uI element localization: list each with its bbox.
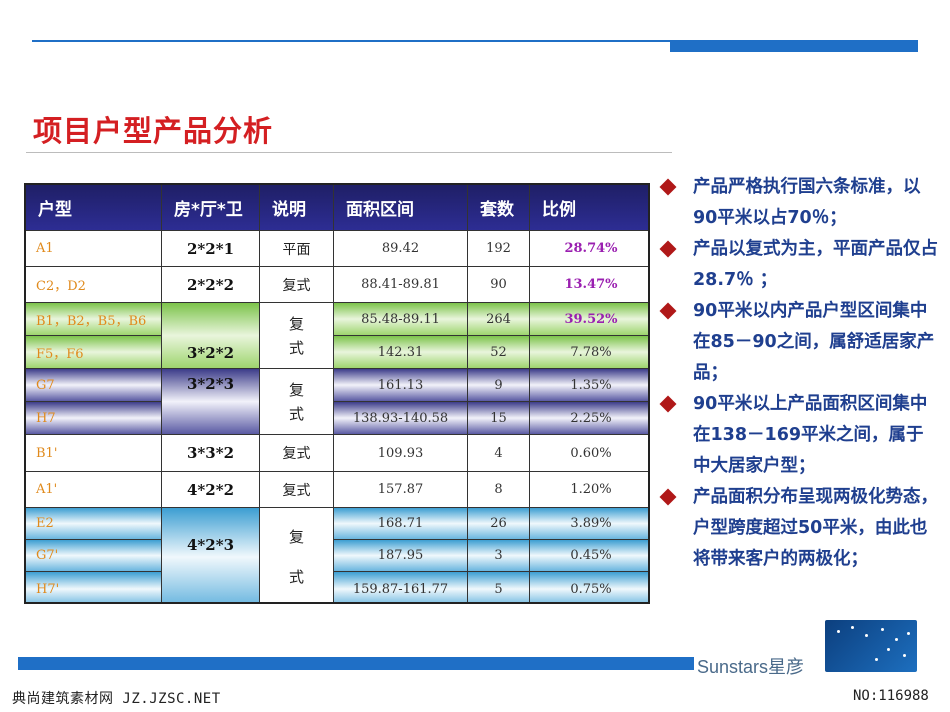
cell-ratio: 0.60% (530, 435, 648, 472)
cell-count: 15 (468, 402, 530, 435)
cell-type: A1 (26, 231, 162, 267)
cell-area: 88.41-89.81 (334, 267, 468, 303)
cell-desc: 复式 (260, 267, 334, 303)
header-area: 面积区间 (334, 185, 468, 231)
cell-area: 187.95 (334, 540, 468, 572)
cell-count: 52 (468, 336, 530, 369)
brand-name: Sunstars星彦 (697, 657, 805, 677)
cell-layout: 2*2*1 (162, 231, 260, 267)
cell-count: 90 (468, 267, 530, 303)
bullet-text: 产品严格执行国六条标准，以90平米以占70％； (693, 177, 921, 228)
cell-area: 138.93-140.58 (334, 402, 468, 435)
star-logo-icon (825, 620, 917, 672)
header-desc: 说明 (260, 185, 334, 231)
desc-top-char: 复 (288, 314, 304, 333)
cell-count: 8 (468, 472, 530, 508)
desc-top-char: 复 (288, 380, 304, 399)
bullet-text: 90平米以内产品户型区间集中在85－90之间，属舒适居家产品； (693, 301, 935, 383)
cell-desc: 复式 (260, 472, 334, 508)
cell-type: G7 (26, 369, 162, 402)
desc-bottom-char: 式 (288, 568, 304, 586)
cell-area: 161.13 (334, 369, 468, 402)
cell-count: 26 (468, 508, 530, 540)
cell-ratio: 39.52% (530, 303, 648, 336)
desc-bottom-char: 式 (288, 338, 304, 357)
bullet-item: 90平米以内产品户型区间集中在85－90之间，属舒适居家产品； (658, 296, 938, 389)
diamond-bullet-icon (659, 395, 677, 413)
cell-area: 109.93 (334, 435, 468, 472)
cell-desc-merged: 复 式 (260, 369, 334, 435)
bullet-item: 产品严格执行国六条标准，以90平米以占70％； (658, 172, 938, 234)
desc-bottom-char: 式 (288, 404, 304, 423)
cell-layout: 4*2*2 (162, 472, 260, 508)
top-accent-line (32, 40, 918, 42)
cell-type: C2，D2 (26, 267, 162, 303)
cell-area: 168.71 (334, 508, 468, 540)
desc-top-char: 复 (288, 528, 304, 546)
watermark-source: 典尚建筑素材网 JZ.JZSC.NET (12, 691, 221, 707)
top-accent-block (670, 41, 918, 52)
cell-type: E2 (26, 508, 162, 540)
diamond-bullet-icon (659, 302, 677, 320)
cell-area: 89.42 (334, 231, 468, 267)
cell-ratio: 2.25% (530, 402, 648, 435)
cell-ratio: 13.47% (530, 267, 648, 303)
diamond-bullet-icon (659, 240, 677, 258)
cell-type: H7' (26, 572, 162, 602)
bullet-item: 产品面积分布呈现两极化势态，户型跨度超过50平米，由此也将带来客户的两极化； (658, 482, 938, 575)
cell-ratio: 3.89% (530, 508, 648, 540)
cell-layout-merged: 3*2*3 (162, 369, 260, 435)
cell-count: 4 (468, 435, 530, 472)
cell-ratio: 0.45% (530, 540, 648, 572)
cell-area: 142.31 (334, 336, 468, 369)
cell-type: B1，B2，B5，B6 (26, 303, 162, 336)
cell-area: 157.87 (334, 472, 468, 508)
cell-type: F5，F6 (26, 336, 162, 369)
header-type: 户型 (26, 185, 162, 231)
header-count: 套数 (468, 185, 530, 231)
cell-count: 9 (468, 369, 530, 402)
cell-type: B1' (26, 435, 162, 472)
cell-count: 192 (468, 231, 530, 267)
cell-ratio: 1.20% (530, 472, 648, 508)
cell-type: H7 (26, 402, 162, 435)
cell-count: 264 (468, 303, 530, 336)
bullet-text: 产品面积分布呈现两极化势态，户型跨度超过50平米，由此也将带来客户的两极化； (693, 487, 938, 569)
bottom-accent-bar (18, 657, 694, 670)
cell-desc: 复式 (260, 435, 334, 472)
header-ratio: 比例 (530, 185, 648, 231)
analysis-bullets: 产品严格执行国六条标准，以90平米以占70％； 产品以复式为主，平面产品仅占28… (658, 172, 938, 575)
cell-type: G7' (26, 540, 162, 572)
cell-area: 159.87-161.77 (334, 572, 468, 602)
header-layout: 房*厅*卫 (162, 185, 260, 231)
unit-type-table: 户型 房*厅*卫 说明 面积区间 套数 比例 A1 2*2*1 平面 89.42… (24, 183, 650, 604)
diamond-bullet-icon (659, 178, 677, 196)
cell-desc-merged: 复 式 (260, 303, 334, 369)
bullet-item: 90平米以上产品面积区间集中在138－169平米之间，属于中大居家户型； (658, 389, 938, 482)
cell-ratio: 0.75% (530, 572, 648, 602)
cell-count: 3 (468, 540, 530, 572)
cell-type: A1' (26, 472, 162, 508)
cell-layout-merged: 4*2*3 (162, 508, 260, 602)
bullet-text: 90平米以上产品面积区间集中在138－169平米之间，属于中大居家户型； (693, 394, 928, 476)
cell-layout-merged: 3*2*2 (162, 303, 260, 369)
title-divider (26, 152, 672, 153)
cell-layout: 3*3*2 (162, 435, 260, 472)
bullet-item: 产品以复式为主，平面产品仅占28.7％ ； (658, 234, 938, 296)
cell-count: 5 (468, 572, 530, 602)
cell-desc: 平面 (260, 231, 334, 267)
cell-layout: 2*2*2 (162, 267, 260, 303)
cell-desc-merged: 复 式 (260, 508, 334, 602)
bullet-text: 产品以复式为主，平面产品仅占28.7％ ； (693, 239, 938, 290)
cell-area: 85.48-89.11 (334, 303, 468, 336)
cell-ratio: 1.35% (530, 369, 648, 402)
page-title: 项目户型产品分析 (33, 114, 274, 148)
watermark-number: NO:116988 (853, 688, 929, 704)
cell-ratio: 28.74% (530, 231, 648, 267)
cell-ratio: 7.78% (530, 336, 648, 369)
diamond-bullet-icon (659, 488, 677, 506)
